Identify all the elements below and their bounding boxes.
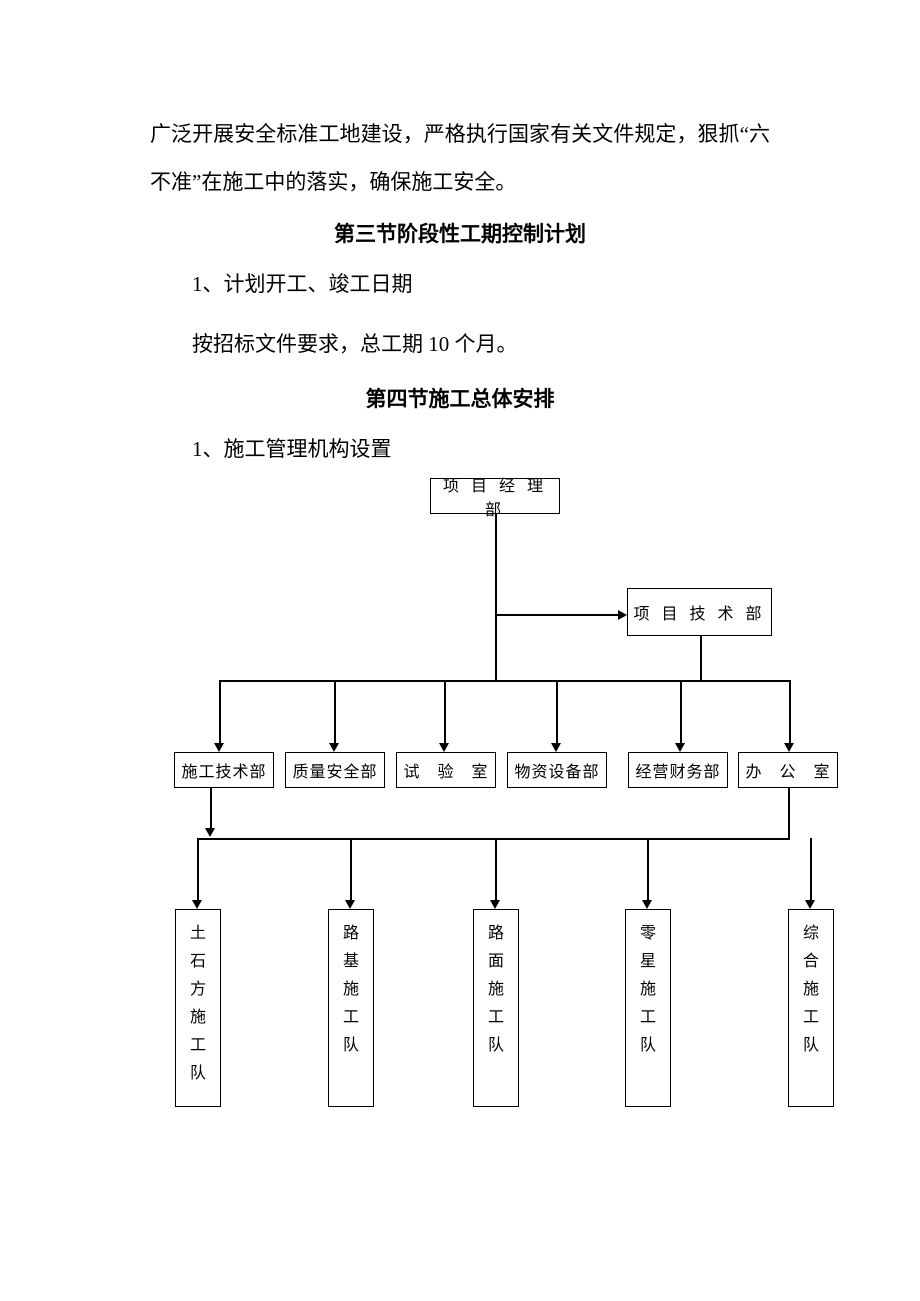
heading-section-4: 第四节施工总体安排 [150,376,770,422]
node-pavement-team: 路面施工队 [473,909,519,1107]
node-project-manager: 项 目 经 理 部 [430,478,560,514]
node-project-tech: 项 目 技 术 部 [627,588,772,636]
node-roadbed-team: 路基施工队 [328,909,374,1107]
node-test-room: 试 验 室 [396,752,496,788]
heading-section-3: 第三节阶段性工期控制计划 [150,211,770,257]
org-chart: 项 目 经 理 部 项 目 技 术 部 施工技术部 质量安全部 试 验 室 物资… [0,470,920,1150]
node-general-team: 综合施工队 [788,909,834,1107]
node-quality-safety: 质量安全部 [285,752,385,788]
node-misc-team: 零星施工队 [625,909,671,1107]
text-plan-dates: 1、计划开工、竣工日期 [150,257,770,312]
node-materials: 物资设备部 [507,752,607,788]
node-office: 办 公 室 [738,752,838,788]
node-finance: 经营财务部 [628,752,728,788]
node-earth-team: 土石方施工队 [175,909,221,1107]
paragraph-safety: 广泛开展安全标准工地建设，严格执行国家有关文件规定，狠抓“六不准”在施工中的落实… [150,110,770,207]
node-construction-tech: 施工技术部 [174,752,274,788]
text-org-structure: 1、施工管理机构设置 [150,422,770,477]
text-duration: 按招标文件要求，总工期 10 个月。 [150,317,770,372]
